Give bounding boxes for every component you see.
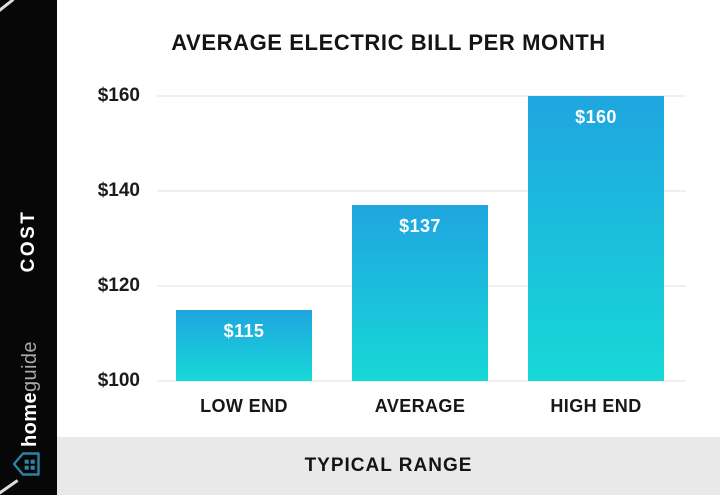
brand-wordmark-light: guide [19, 341, 41, 392]
y-axis-title: COST [18, 209, 39, 273]
homeguide-house-icon [11, 450, 41, 483]
corner-artifact-top [0, 0, 15, 17]
brand-wordmark-bold: home [19, 392, 41, 447]
y-tick-label-120: $120 [97, 275, 140, 296]
y-tick-label-100: $100 [97, 370, 140, 391]
bar-value-label: $137 [399, 216, 441, 237]
footer-bar: TYPICAL RANGE [57, 437, 720, 495]
corner-artifact-bottom [0, 479, 19, 495]
chart-title: AVERAGE ELECTRIC BILL PER MONTH [171, 30, 606, 55]
sidebar: COST homeguide [0, 0, 57, 495]
gridline-140 [157, 190, 686, 192]
x-category-label-1: LOW END [200, 396, 288, 416]
y-tick-label-140: $140 [97, 180, 140, 201]
x-category-label-3: HIGH END [550, 396, 642, 416]
gridline-100 [157, 380, 686, 382]
bar-value-label: $160 [575, 107, 617, 127]
brand-wordmark: homeguide [19, 319, 41, 469]
x-category-label-2: AVERAGE [374, 396, 466, 416]
gridline-160 [157, 95, 686, 97]
bar-average: $137 [352, 205, 488, 381]
x-axis-title: TYPICAL RANGE [304, 455, 473, 476]
y-tick-label-160: $160 [97, 85, 140, 106]
bar-high-end: $160 [528, 96, 664, 381]
bar-low-end: $115 [176, 309, 312, 381]
bar-value-label: $115 [223, 320, 265, 341]
